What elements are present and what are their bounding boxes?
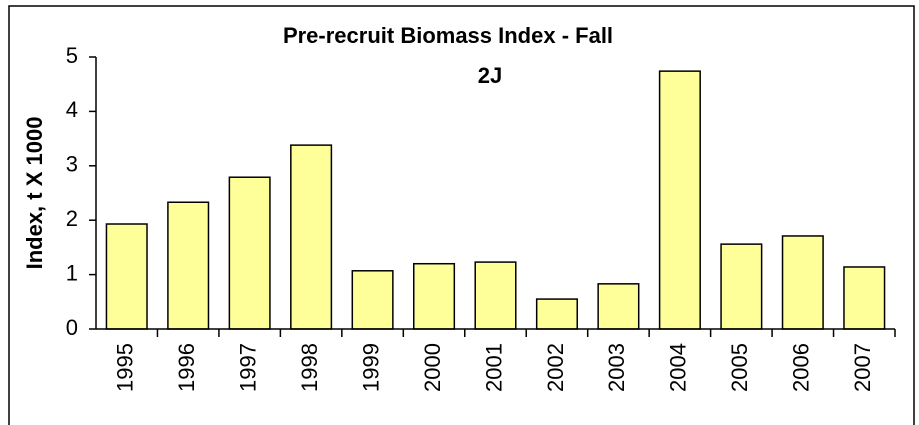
bar [720,243,763,330]
y-axis-label: Index, t X 1000 [22,117,47,270]
x-tick-label: 2000 [420,343,445,392]
x-tick-label: 2001 [481,343,506,392]
x-tick-label: 2004 [666,343,691,392]
y-tick-label: 5 [66,43,78,68]
chart-frame [8,5,915,425]
bar [474,261,517,330]
bar [781,235,824,330]
bar [167,201,210,330]
x-tick-label: 2005 [727,343,752,392]
bar [228,176,271,330]
x-tick-label: 1997 [235,343,260,392]
y-tick-label: 4 [66,97,78,122]
bar [290,144,333,330]
bar [658,70,701,330]
x-tick-label: 1998 [297,343,322,392]
y-tick-label: 0 [66,315,78,340]
x-tick-label: 1999 [358,343,383,392]
bar [105,223,148,330]
x-tick-label: 2002 [543,343,568,392]
x-tick-label: 1995 [113,343,138,392]
y-tick-label: 2 [66,206,78,231]
bar [351,270,394,330]
x-tick-label: 2006 [789,343,814,392]
x-tick-label: 2003 [604,343,629,392]
x-tick-label: 2007 [850,343,875,392]
bar [597,283,640,330]
chart-subtitle: 2J [478,63,502,88]
bar [413,262,456,330]
bar [535,298,578,330]
x-tick-label: 1996 [174,343,199,392]
bar [843,266,886,330]
chart-title: Pre-recruit Biomass Index - Fall [283,23,613,48]
y-tick-label: 1 [66,260,78,285]
y-tick-label: 3 [66,152,78,177]
